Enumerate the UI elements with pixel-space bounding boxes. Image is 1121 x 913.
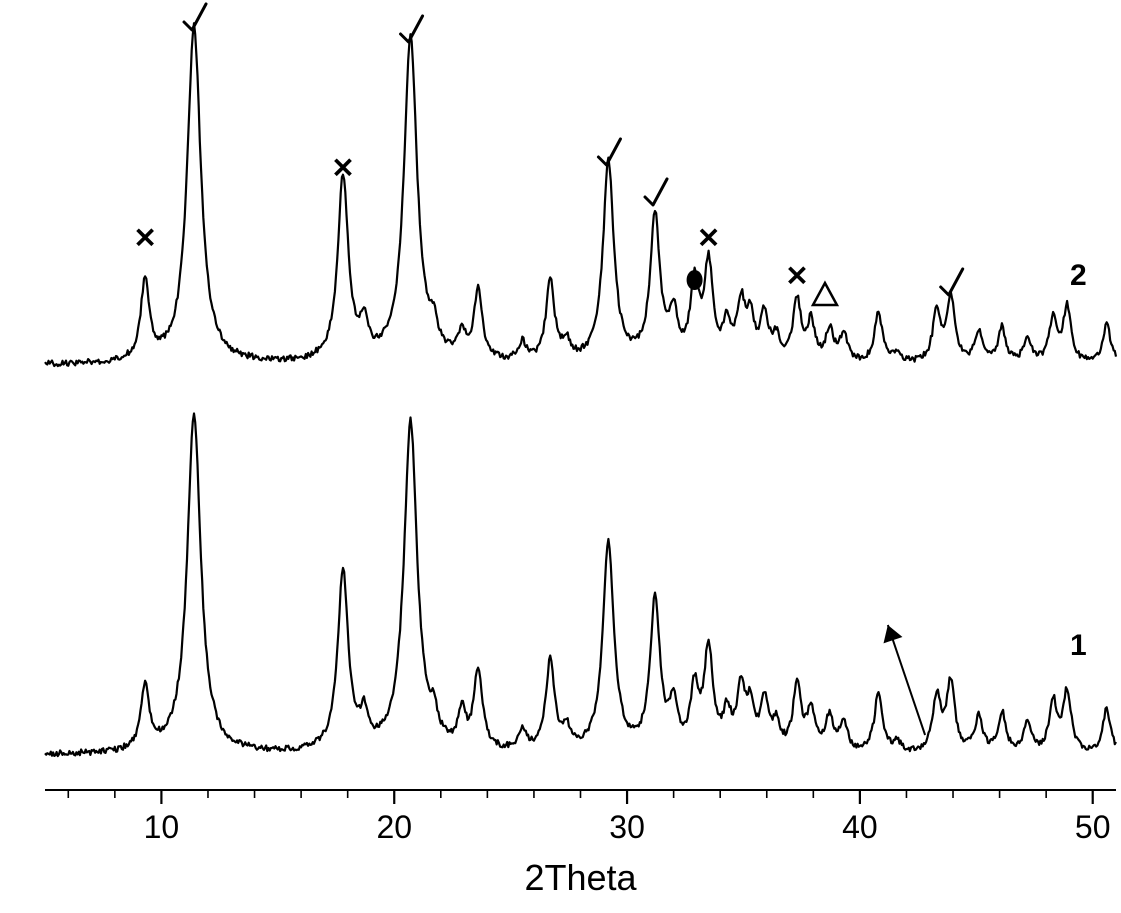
open-triangle-icon [813, 283, 837, 305]
check-icon [184, 4, 206, 30]
annotation-arrow [888, 625, 925, 735]
check-icon [645, 179, 667, 205]
filled-circle-icon [687, 270, 703, 290]
x-icon: ✕ [697, 222, 720, 253]
x-tick-label: 40 [842, 809, 878, 845]
trace-label-1: 1 [1070, 629, 1087, 662]
xrd-trace-2 [45, 23, 1116, 366]
check-icon [941, 269, 963, 295]
x-icon: ✕ [331, 152, 354, 183]
xrd-diffractogram: 10 20 30 40 50 2Theta 1 2 ✕ ✕ ✕ ✕ [0, 0, 1121, 913]
check-icon [598, 139, 620, 165]
trace-label-2: 2 [1070, 259, 1087, 292]
check-icon [401, 16, 423, 42]
x-tick-label: 10 [144, 809, 180, 845]
xrd-trace-1 [45, 414, 1116, 757]
x-axis-label: 2Theta [524, 857, 637, 898]
x-tick-label: 50 [1075, 809, 1111, 845]
x-tick-label: 30 [609, 809, 645, 845]
x-icon: ✕ [133, 222, 156, 253]
x-tick-label: 20 [376, 809, 412, 845]
x-icon: ✕ [785, 260, 808, 291]
